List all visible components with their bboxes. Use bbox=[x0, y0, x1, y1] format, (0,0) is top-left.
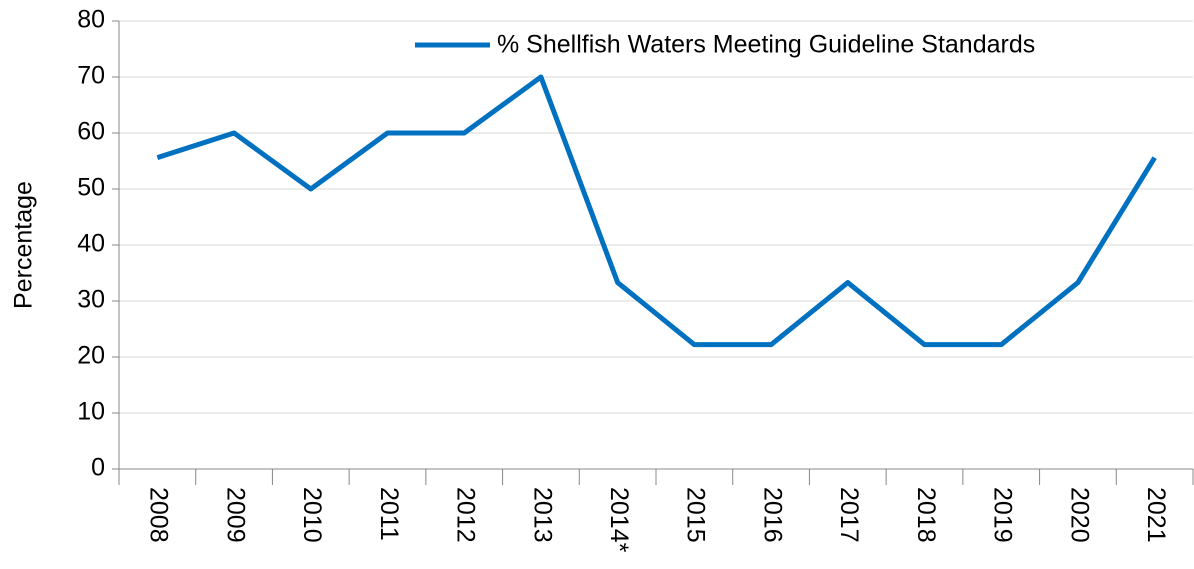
x-tick-label: 2016 bbox=[758, 487, 786, 543]
x-tick-label: 2010 bbox=[298, 487, 326, 543]
x-tick-label: 2014* bbox=[605, 487, 633, 553]
x-tick-label: 2012 bbox=[452, 487, 480, 543]
x-tick-label: 2017 bbox=[835, 487, 863, 543]
x-tick-label: 2008 bbox=[145, 487, 173, 543]
x-tick-label: 2015 bbox=[682, 487, 710, 543]
x-tick-label: 2020 bbox=[1065, 487, 1093, 543]
x-tick-label: 2019 bbox=[989, 487, 1017, 543]
y-tick-label: 70 bbox=[77, 62, 105, 90]
x-tick-label: 2013 bbox=[528, 487, 556, 543]
y-axis-label: Percentage bbox=[10, 181, 38, 309]
y-tick-label: 60 bbox=[77, 118, 105, 146]
data-line bbox=[156, 74, 1157, 348]
y-tick-label: 10 bbox=[77, 398, 105, 426]
y-tick-label: 80 bbox=[77, 6, 105, 34]
x-tick-label: 2009 bbox=[221, 487, 249, 543]
x-tick-label: 2021 bbox=[1142, 487, 1170, 543]
y-tick-label: 20 bbox=[77, 342, 105, 370]
y-tick-label: 30 bbox=[77, 286, 105, 314]
x-tick-label: 2018 bbox=[912, 487, 940, 543]
x-tick-label: 2011 bbox=[375, 487, 403, 541]
y-tick-label: 50 bbox=[77, 174, 105, 202]
y-tick-label: 0 bbox=[91, 454, 105, 482]
y-tick-label: 40 bbox=[77, 230, 105, 258]
legend-label: % Shellfish Waters Meeting Guideline Sta… bbox=[497, 31, 1035, 59]
